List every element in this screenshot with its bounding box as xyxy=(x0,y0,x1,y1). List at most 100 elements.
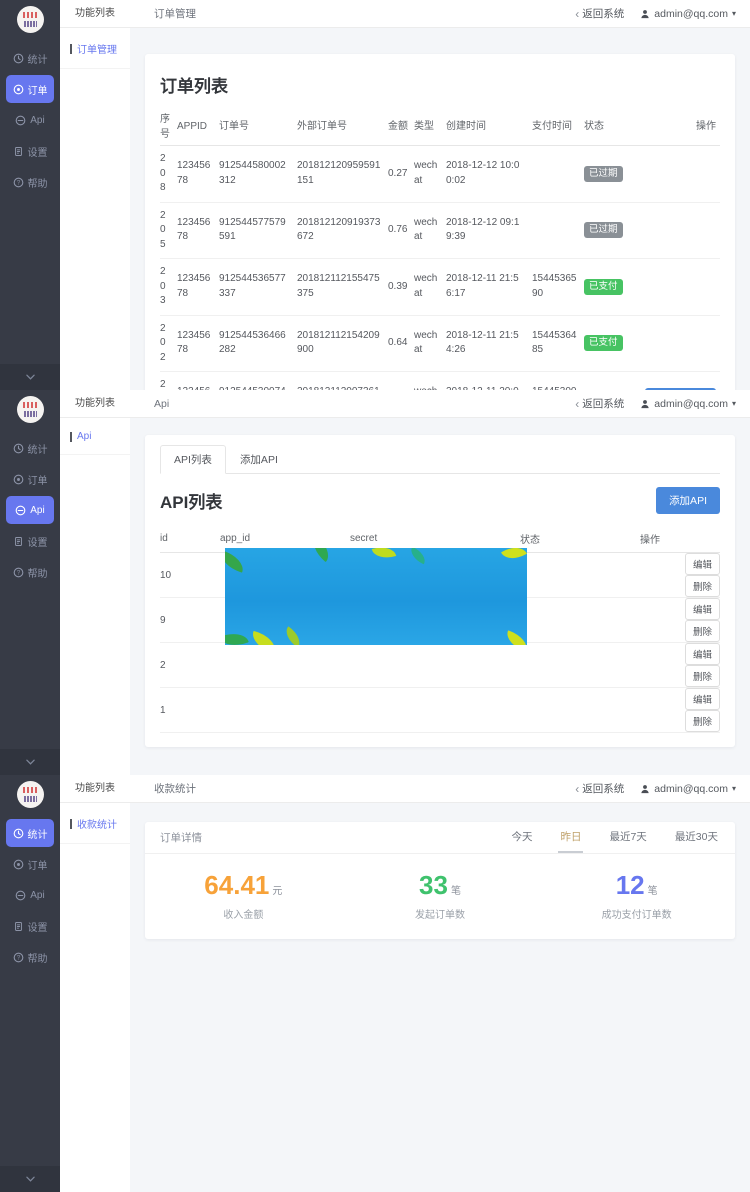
help-icon: ? xyxy=(13,567,24,578)
chevron-left-icon: ‹ xyxy=(575,781,580,796)
period-tabs: 今天 昨日 最近7天 最近30天 xyxy=(509,822,720,853)
status-badge: 已支付 xyxy=(584,335,623,352)
user-menu[interactable]: admin@qq.com ▾ xyxy=(640,783,736,795)
sidebar-item-orders[interactable]: 订单 xyxy=(6,465,54,493)
sidebar-item-orders[interactable]: 订单 xyxy=(6,850,54,878)
orders-screen: 统计 订单 Api 设置 ? 帮助 xyxy=(0,0,750,390)
brand-avatar[interactable] xyxy=(16,6,44,33)
orders-icon xyxy=(13,474,24,485)
stats-screen: 统计 订单 Api 设置 ? 帮助 xyxy=(0,775,750,1192)
stat-unit: 笔 xyxy=(647,886,658,897)
sidebar-item-help[interactable]: ? 帮助 xyxy=(6,168,54,196)
stat-orders-paid: 12 笔 成功支付订单数 xyxy=(538,871,735,921)
orders-table: 序号 APPID 订单号 外部订单号 金额 类型 创建时间 支付时间 状态 操作 xyxy=(160,110,720,390)
sidebar-item-settings[interactable]: 设置 xyxy=(6,527,54,555)
submenu-item-api[interactable]: Api xyxy=(60,418,130,455)
sidebar-item-help[interactable]: ? 帮助 xyxy=(6,943,54,971)
edit-button[interactable]: 编辑 xyxy=(684,598,720,620)
brand-avatar[interactable] xyxy=(16,396,44,423)
sidebar-item-stats[interactable]: 统计 xyxy=(6,44,54,72)
sidebar-item-label: 帮助 xyxy=(27,178,48,190)
active-marker xyxy=(70,818,72,829)
help-icon: ? xyxy=(13,177,24,188)
breadcrumb: 订单管理 xyxy=(154,8,196,20)
active-marker xyxy=(70,43,72,54)
tab-add-api[interactable]: 添加API xyxy=(239,454,278,466)
table-header-row: 序号 APPID 订单号 外部订单号 金额 类型 创建时间 支付时间 状态 操作 xyxy=(160,110,720,146)
brand-avatar[interactable] xyxy=(16,781,44,808)
sidebar-item-label: 统计 xyxy=(27,54,48,66)
sidebar-item-orders[interactable]: 订单 xyxy=(6,75,54,103)
edit-button[interactable]: 编辑 xyxy=(684,688,720,710)
user-email: admin@qq.com xyxy=(654,397,728,410)
add-api-button[interactable]: 添加API xyxy=(656,487,720,514)
api-icon xyxy=(15,115,26,126)
period-tab-yesterday[interactable]: 昨日 xyxy=(558,822,584,853)
sidebar-nav: 统计 订单 Api 设置 ? 帮助 xyxy=(0,42,60,198)
stat-unit: 元 xyxy=(272,886,283,897)
status-badge: 已过期 xyxy=(584,222,623,239)
back-to-system-link[interactable]: ‹ 返回系统 xyxy=(575,396,625,411)
stat-value: 12 xyxy=(615,870,645,900)
sidebar-item-stats[interactable]: 统计 xyxy=(6,434,54,462)
table-row: 201 12345678 912544530074744 20181211200… xyxy=(160,371,720,390)
submenu-sidebar: 功能列表 订单管理 xyxy=(60,0,130,390)
sidebar-item-settings[interactable]: 设置 xyxy=(6,912,54,940)
orders-icon xyxy=(13,84,24,95)
delete-button[interactable]: 删除 xyxy=(684,665,720,687)
sidebar-item-stats[interactable]: 统计 xyxy=(6,819,54,847)
submenu-title: 功能列表 xyxy=(60,390,130,418)
edit-button[interactable]: 编辑 xyxy=(684,553,720,575)
user-menu[interactable]: admin@qq.com ▾ xyxy=(640,398,736,410)
chevron-left-icon: ‹ xyxy=(575,6,580,21)
stats-icon xyxy=(13,53,24,64)
sidebar-nav: 统计 订单 Api 设置 ? 帮助 xyxy=(0,817,60,973)
stats-icon xyxy=(13,828,24,839)
edit-button[interactable]: 编辑 xyxy=(684,643,720,665)
breadcrumb: Api xyxy=(154,397,170,410)
delete-button[interactable]: 删除 xyxy=(684,575,720,597)
chevron-down-icon xyxy=(25,374,35,380)
delete-button[interactable]: 删除 xyxy=(684,710,720,732)
api-screen: 统计 订单 Api 设置 ? 帮助 xyxy=(0,390,750,775)
sidebar-collapse-button[interactable] xyxy=(0,1166,60,1192)
sidebar-item-help[interactable]: ? 帮助 xyxy=(6,558,54,586)
sidebar-item-api[interactable]: Api xyxy=(6,881,54,909)
user-icon xyxy=(641,9,649,18)
help-icon: ? xyxy=(13,952,24,963)
sidebar-item-api[interactable]: Api xyxy=(6,496,54,524)
submenu-item-payment-stats[interactable]: 收款统计 xyxy=(60,803,130,844)
leaf-icon xyxy=(307,548,335,563)
sidebar-item-settings[interactable]: 设置 xyxy=(6,137,54,165)
sidebar-collapse-button[interactable] xyxy=(0,749,60,775)
main-area: 收款统计 ‹ 返回系统 admin@qq.com ▾ 订单详情 今天 xyxy=(130,775,750,1192)
topbar: 收款统计 ‹ 返回系统 admin@qq.com ▾ xyxy=(130,775,750,803)
sidebar-item-label: Api xyxy=(30,889,45,901)
stat-label: 收入金额 xyxy=(223,909,264,921)
caret-down-icon: ▾ xyxy=(731,784,736,793)
submenu-item-order-management[interactable]: 订单管理 xyxy=(60,28,130,69)
back-to-system-link[interactable]: ‹ 返回系统 xyxy=(575,781,625,796)
sidebar-item-label: Api xyxy=(30,114,45,126)
content-area: 订单详情 今天 昨日 最近7天 最近30天 64.41 元 收入金额 xyxy=(130,803,750,1192)
settings-icon xyxy=(13,146,24,157)
resend-notify-button[interactable]: 重发异步通知 xyxy=(644,387,716,390)
api-icon xyxy=(15,890,26,901)
sidebar-item-api[interactable]: Api xyxy=(6,106,54,134)
stat-orders-created: 33 笔 发起订单数 xyxy=(342,871,539,921)
table-row: 208 12345678 912544580002312 20181212095… xyxy=(160,145,720,203)
user-menu[interactable]: admin@qq.com ▾ xyxy=(640,8,736,20)
back-to-system-link[interactable]: ‹ 返回系统 xyxy=(575,6,625,21)
tab-api-list[interactable]: API列表 xyxy=(160,445,226,474)
delete-button[interactable]: 删除 xyxy=(684,620,720,642)
status-badge: 已过期 xyxy=(584,165,623,182)
leaf-icon xyxy=(225,550,247,573)
sidebar-collapse-button[interactable] xyxy=(0,364,60,390)
period-tab-7days[interactable]: 最近7天 xyxy=(609,831,647,843)
sidebar-item-label: 帮助 xyxy=(27,568,48,580)
period-tab-30days[interactable]: 最近30天 xyxy=(674,831,718,843)
sidebar-item-label: 统计 xyxy=(27,444,48,456)
sidebar: 统计 订单 Api 设置 ? 帮助 xyxy=(0,390,60,775)
period-tab-today[interactable]: 今天 xyxy=(511,831,533,843)
